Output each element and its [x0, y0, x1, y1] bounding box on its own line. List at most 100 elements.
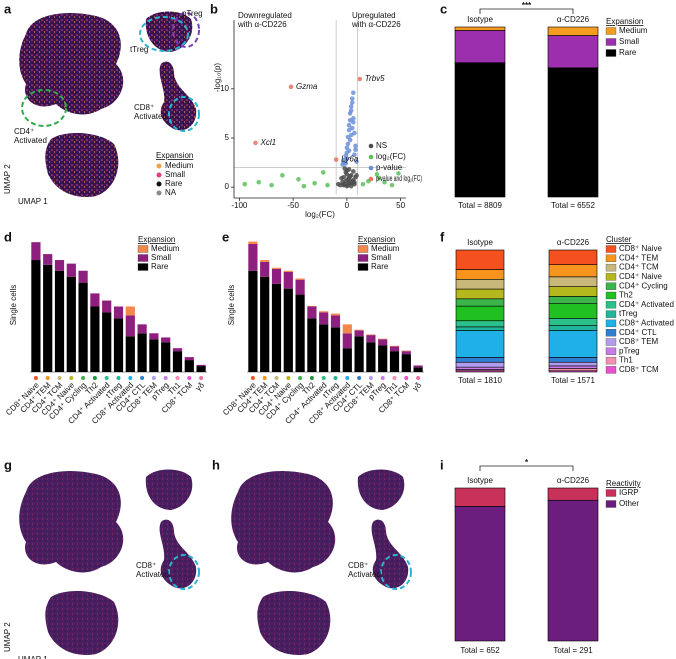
bar-segment	[454, 62, 506, 198]
panel-letter: c	[440, 1, 447, 16]
cluster-annotation: CD8⁺	[348, 561, 368, 570]
cluster-dot	[380, 376, 385, 380]
bar-segment	[455, 249, 505, 270]
bar-segment	[102, 312, 112, 372]
bar-segment	[90, 306, 100, 372]
bar-segment	[113, 318, 124, 372]
data-point	[341, 182, 346, 188]
total-label: Total = 1810	[458, 376, 502, 385]
cluster-dot	[33, 376, 38, 380]
bar-segment	[548, 361, 598, 367]
x-axis-label: UMAP 1	[18, 655, 48, 659]
cluster-annotation: Activated	[134, 112, 167, 121]
bar-segment	[248, 243, 258, 271]
panel-letter: b	[210, 1, 218, 16]
legend-swatch	[605, 49, 617, 57]
bar-segment	[330, 327, 341, 372]
bar-segment	[455, 326, 505, 331]
bar-segment	[78, 270, 88, 283]
legend-swatch	[605, 489, 617, 497]
cluster-dot	[274, 376, 279, 380]
cluster-dot	[286, 376, 291, 380]
legend-swatch	[605, 310, 617, 318]
legend-swatch	[156, 172, 162, 178]
bar-segment	[307, 318, 317, 372]
bar-segment	[455, 305, 505, 322]
umap-a	[19, 11, 200, 198]
bar-segment	[184, 357, 194, 361]
bar-segment	[271, 268, 282, 284]
gene-label: Trbv5	[365, 74, 385, 83]
cluster-dot	[262, 376, 267, 380]
legend-label: CD4⁺ CTL	[619, 328, 657, 337]
bar-segment	[125, 336, 135, 372]
data-point	[325, 182, 330, 188]
cluster-dot	[392, 376, 397, 380]
bar-segment	[102, 300, 112, 313]
bar-segment	[172, 348, 183, 352]
data-point	[352, 179, 357, 185]
bar-segment	[31, 242, 41, 261]
legend-label: Medium	[151, 244, 180, 253]
bar-segment	[401, 350, 411, 352]
cluster-dot	[368, 376, 373, 380]
category-label: α-CD226	[557, 476, 590, 485]
cluster-outline	[168, 554, 200, 590]
legend-swatch	[137, 254, 149, 262]
bar-segment	[260, 261, 270, 277]
bar-segment	[547, 499, 599, 642]
cluster-dot	[69, 376, 74, 380]
legend-swatch	[357, 245, 369, 253]
bar-segment	[455, 366, 505, 370]
bar-segment	[66, 276, 76, 372]
bar-segment	[149, 339, 159, 372]
legend-label: log₂(FC)	[376, 152, 406, 161]
cluster-dot	[116, 376, 121, 380]
panel-letter: d	[4, 229, 12, 244]
bar-segment	[54, 270, 65, 372]
bar-segment	[184, 360, 194, 372]
legend-swatch	[605, 338, 617, 346]
data-point	[353, 143, 358, 149]
bar-segment	[366, 335, 376, 343]
bar-segment	[455, 320, 505, 328]
umap-cells	[19, 469, 197, 656]
legend-swatch	[605, 500, 617, 508]
bar-segment	[455, 361, 505, 368]
data-point	[396, 171, 401, 176]
category-label: α-CD226	[557, 15, 590, 24]
data-point	[301, 183, 307, 189]
bar-segment	[455, 278, 505, 290]
legend-swatch	[605, 319, 617, 328]
bar-segment	[90, 293, 100, 307]
bar-segment	[342, 348, 352, 372]
data-point	[357, 76, 363, 82]
bar-segment	[548, 330, 598, 358]
data-point	[346, 122, 352, 128]
bar-segment	[283, 271, 293, 289]
legend-label: Other	[619, 499, 639, 508]
legend-swatch	[605, 254, 617, 262]
cluster-annotation: Activated	[14, 136, 47, 145]
legend-swatch	[156, 163, 162, 169]
bar-segment	[260, 276, 270, 372]
bar-segment	[378, 339, 388, 346]
legend-label: Th2	[619, 291, 633, 300]
data-point	[335, 181, 341, 187]
bar-segment	[43, 254, 53, 265]
data-point	[312, 180, 317, 186]
panel-letter: a	[4, 1, 12, 16]
umap-h	[231, 469, 412, 656]
legend-swatch	[357, 263, 369, 271]
y-axis-label: -log₁₀(p)	[213, 63, 222, 92]
legend-label: Small	[151, 253, 171, 262]
bar-segment	[271, 283, 282, 372]
legend-label: CD8⁺ TCM	[619, 365, 659, 374]
data-point	[253, 140, 258, 146]
cluster-dot	[92, 376, 97, 380]
data-point	[376, 175, 382, 181]
legend-swatch	[605, 366, 617, 374]
x-tick-label: γδ	[411, 380, 424, 393]
legend-label: CD8⁺ Naive	[619, 244, 662, 253]
cluster-outline	[172, 12, 200, 48]
